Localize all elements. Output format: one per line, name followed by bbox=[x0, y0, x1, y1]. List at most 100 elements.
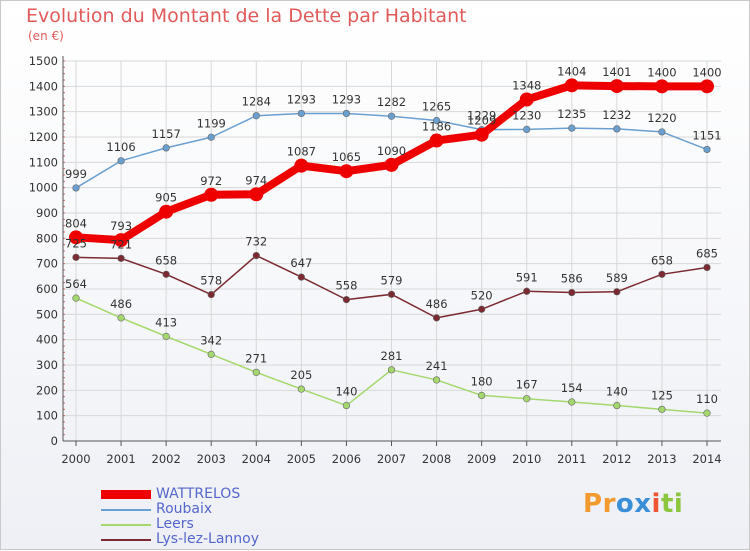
data-label: 647 bbox=[290, 256, 312, 270]
data-point bbox=[432, 116, 441, 125]
data-label: 1229 bbox=[467, 109, 496, 123]
data-label: 167 bbox=[516, 378, 538, 392]
data-label: 486 bbox=[426, 297, 448, 311]
data-point bbox=[474, 127, 489, 142]
data-label: 140 bbox=[335, 385, 357, 399]
data-point bbox=[387, 366, 396, 374]
chart-legend: WATTRELOS Roubaix Leers Lys-lez-Lannoy bbox=[101, 486, 361, 547]
legend-item: WATTRELOS bbox=[101, 486, 361, 502]
data-label: 558 bbox=[335, 279, 357, 293]
data-label: 154 bbox=[561, 381, 583, 395]
data-label: 1230 bbox=[512, 108, 541, 122]
data-point bbox=[658, 128, 666, 136]
logo-letter: P bbox=[583, 489, 603, 519]
data-point bbox=[72, 294, 80, 302]
data-label: 1400 bbox=[647, 65, 676, 79]
data-label: 520 bbox=[471, 288, 493, 302]
x-tick-label: 2007 bbox=[377, 452, 406, 466]
data-label: 732 bbox=[245, 235, 267, 249]
data-label: 1293 bbox=[287, 92, 316, 106]
data-point bbox=[613, 288, 621, 296]
x-tick-label: 2001 bbox=[106, 452, 135, 466]
data-label: 578 bbox=[200, 274, 222, 288]
legend-swatch bbox=[101, 523, 151, 526]
logo-letter: r bbox=[602, 489, 616, 519]
y-tick-label: 1300 bbox=[29, 105, 58, 119]
data-point bbox=[69, 230, 83, 245]
x-tick-label: 2014 bbox=[692, 452, 721, 466]
data-label: 1401 bbox=[602, 65, 631, 79]
y-tick-label: 400 bbox=[36, 333, 58, 347]
data-point bbox=[700, 79, 714, 94]
data-point bbox=[159, 204, 174, 219]
y-tick-label: 500 bbox=[36, 307, 58, 321]
data-label: 1065 bbox=[332, 150, 361, 164]
data-point bbox=[117, 254, 125, 262]
chart-subtitle: (en €) bbox=[28, 29, 64, 43]
data-point bbox=[703, 145, 711, 154]
data-label: 1157 bbox=[152, 127, 181, 141]
data-label: 658 bbox=[155, 253, 177, 267]
y-tick-label: 1200 bbox=[29, 130, 58, 144]
data-label: 413 bbox=[155, 315, 177, 329]
x-tick-label: 2004 bbox=[242, 452, 271, 466]
y-tick-label: 700 bbox=[36, 257, 58, 271]
legend-label: Leers bbox=[156, 516, 194, 532]
data-label: 974 bbox=[245, 173, 267, 187]
data-point bbox=[204, 187, 219, 202]
data-label: 1284 bbox=[242, 95, 271, 109]
x-tick-label: 2010 bbox=[512, 452, 541, 466]
data-point bbox=[207, 290, 215, 299]
y-tick-label: 200 bbox=[36, 383, 58, 397]
legend-swatch bbox=[101, 490, 151, 499]
data-point bbox=[613, 125, 621, 133]
x-tick-label: 2000 bbox=[61, 452, 90, 466]
data-label: 905 bbox=[155, 191, 177, 205]
data-point bbox=[114, 233, 129, 248]
data-label: 1209 bbox=[467, 114, 496, 128]
y-tick-label: 0 bbox=[51, 434, 58, 448]
data-label: 1087 bbox=[287, 145, 316, 159]
data-point bbox=[568, 124, 576, 132]
logo-letter: x bbox=[634, 489, 652, 519]
data-point bbox=[72, 253, 80, 261]
x-tick-label: 2008 bbox=[422, 452, 451, 466]
logo-letter: i bbox=[673, 489, 684, 519]
data-point bbox=[478, 305, 486, 313]
data-point bbox=[568, 288, 576, 297]
data-label: 1232 bbox=[602, 108, 631, 122]
y-tick-label: 900 bbox=[36, 206, 58, 220]
data-point bbox=[654, 79, 669, 94]
data-point bbox=[207, 350, 215, 358]
data-point bbox=[613, 401, 621, 410]
data-label: 1235 bbox=[557, 107, 586, 121]
data-point bbox=[252, 112, 260, 120]
data-point bbox=[523, 125, 531, 133]
data-point bbox=[387, 112, 396, 120]
data-label: 793 bbox=[110, 219, 132, 233]
data-label: 125 bbox=[651, 388, 673, 402]
data-label: 1265 bbox=[422, 100, 451, 114]
data-point bbox=[297, 385, 305, 393]
data-point bbox=[703, 263, 711, 272]
data-point bbox=[523, 395, 531, 403]
data-label: 564 bbox=[65, 277, 87, 291]
data-point bbox=[342, 401, 351, 410]
y-tick-label: 800 bbox=[36, 231, 58, 245]
legend-label: WATTRELOS bbox=[156, 486, 241, 502]
data-label: 140 bbox=[606, 385, 628, 399]
legend-item: Lys-lez-Lannoy bbox=[101, 531, 361, 547]
y-tick-label: 1000 bbox=[29, 181, 58, 195]
data-point bbox=[703, 409, 711, 417]
data-point bbox=[339, 164, 354, 179]
data-label: 1400 bbox=[692, 65, 721, 79]
data-label: 241 bbox=[426, 359, 448, 373]
data-point bbox=[207, 133, 215, 141]
x-tick-label: 2006 bbox=[332, 452, 361, 466]
data-point bbox=[523, 287, 531, 295]
data-label: 999 bbox=[65, 167, 87, 181]
logo-letter: t bbox=[660, 489, 674, 519]
data-point bbox=[387, 290, 396, 298]
